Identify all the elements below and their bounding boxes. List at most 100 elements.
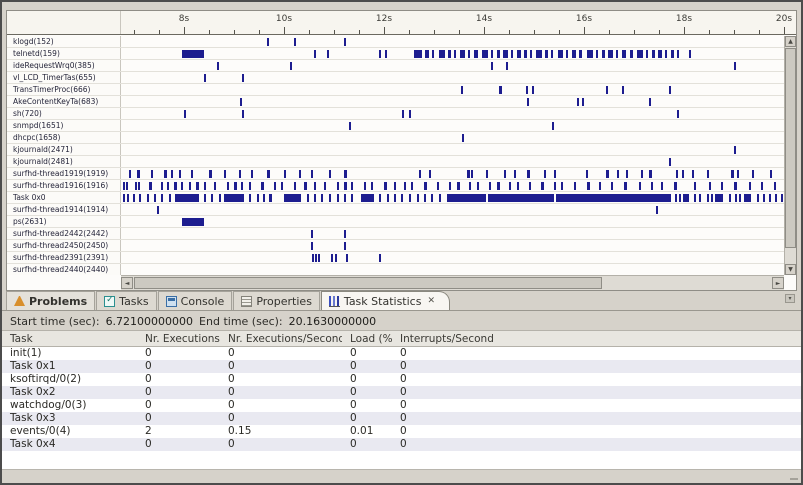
task-activity-track[interactable] <box>121 84 784 95</box>
ruler-minor-tick <box>559 30 560 34</box>
column-header[interactable]: Task <box>10 333 33 345</box>
column-header[interactable]: Load (%) <box>350 333 392 345</box>
task-activity-track[interactable] <box>121 180 784 191</box>
task-row-label: dhcpc(1658) <box>7 132 121 143</box>
task-activity-track[interactable] <box>121 108 784 119</box>
tab-console[interactable]: Console <box>157 291 233 310</box>
activity-mark <box>509 182 511 190</box>
stat-value-cell: 0.01 <box>350 425 374 437</box>
scroll-down-icon[interactable]: ▼ <box>785 264 796 275</box>
task-activity-track[interactable] <box>121 252 784 263</box>
vscroll-thumb[interactable] <box>785 48 796 248</box>
task-activity-track[interactable] <box>121 132 784 143</box>
resize-grip-icon[interactable] <box>790 478 798 480</box>
task-activity-track[interactable] <box>121 72 784 83</box>
activity-mark <box>735 194 737 202</box>
activity-mark <box>315 254 317 262</box>
activity-mark <box>582 98 584 106</box>
activity-mark <box>123 194 125 202</box>
task-activity-track[interactable] <box>121 216 784 227</box>
activity-mark <box>249 182 251 190</box>
activity-mark <box>529 182 531 190</box>
activity-mark <box>661 182 663 190</box>
activity-mark <box>532 86 534 94</box>
stat-value-cell: 0 <box>350 373 357 385</box>
activity-mark <box>694 182 696 190</box>
activity-mark <box>526 86 528 94</box>
activity-mark <box>379 50 381 58</box>
tab-task-statistics[interactable]: Task Statistics ✕ <box>320 291 450 310</box>
activity-mark <box>711 194 713 202</box>
task-activity-track[interactable] <box>121 60 784 71</box>
activity-mark <box>329 170 331 178</box>
scroll-left-icon[interactable]: ◄ <box>121 277 133 289</box>
scroll-up-icon[interactable]: ▲ <box>785 36 796 47</box>
task-activity-track[interactable] <box>121 264 784 275</box>
table-row[interactable]: ksoftirqd/0(2) 0 0 0 0 <box>2 373 801 386</box>
stat-value-cell: 0 <box>400 360 407 372</box>
tab-close-icon[interactable]: ✕ <box>427 296 435 306</box>
task-row-label: surfhd-thread1914(1914) <box>7 204 121 215</box>
activity-mark <box>721 182 723 190</box>
column-header[interactable]: Nr. Executions/Second <box>228 333 342 345</box>
tab-problems[interactable]: Problems <box>6 291 96 310</box>
ruler-major-tick <box>584 27 585 34</box>
table-row[interactable]: init(1) 0 0 0 0 <box>2 347 801 360</box>
tab-tasks[interactable]: Tasks <box>96 291 157 310</box>
scroll-right-icon[interactable]: ► <box>772 277 784 289</box>
activity-mark <box>439 50 445 58</box>
ruler-track[interactable]: 8s 10s 12s 14s 16s 18s 20s <box>121 11 796 34</box>
activity-mark <box>154 194 156 202</box>
ruler-minor-tick <box>534 30 535 34</box>
activity-mark <box>337 182 339 190</box>
view-menu-icon[interactable]: ▾ <box>785 294 795 303</box>
activity-mark <box>554 182 556 190</box>
task-activity-track[interactable] <box>121 204 784 215</box>
activity-mark <box>329 194 331 202</box>
task-activity-track[interactable] <box>121 192 784 203</box>
tab-properties[interactable]: Properties <box>233 291 320 310</box>
task-activity-track[interactable] <box>121 120 784 131</box>
task-activity-track[interactable] <box>121 36 784 47</box>
activity-mark <box>337 194 339 202</box>
timeline-vertical-scrollbar[interactable]: ▲ ▼ <box>784 36 796 275</box>
time-range-bar: Start time (sec): 6.72100000000 End time… <box>2 312 801 330</box>
activity-mark <box>404 182 406 190</box>
stat-value-cell: 0 <box>400 399 407 411</box>
ruler-minor-tick <box>634 30 635 34</box>
column-header[interactable]: Nr. Executions <box>145 333 220 345</box>
activity-mark <box>491 62 493 70</box>
activity-mark <box>137 170 140 178</box>
table-header-row: Task Nr. Executions Nr. Executions/Second L… <box>2 331 801 347</box>
activity-mark <box>335 254 337 262</box>
activity-mark <box>261 182 264 190</box>
activity-mark <box>227 182 229 190</box>
task-activity-track[interactable] <box>121 48 784 59</box>
activity-mark <box>734 182 737 190</box>
table-row[interactable]: watchdog/0(3) 0 0 0 0 <box>2 399 801 412</box>
activity-mark <box>394 194 396 202</box>
table-row[interactable]: Task 0x3 0 0 0 0 <box>2 412 801 425</box>
task-activity-track[interactable] <box>121 144 784 155</box>
task-activity-track[interactable] <box>121 96 784 107</box>
activity-mark <box>251 170 253 178</box>
task-activity-track[interactable] <box>121 228 784 239</box>
task-row-label: telnetd(159) <box>7 48 121 59</box>
table-row[interactable]: events/0(4) 2 0.15 0.01 0 <box>2 425 801 438</box>
hscroll-thumb[interactable] <box>134 277 602 289</box>
table-row[interactable]: Task 0x1 0 0 0 0 <box>2 360 801 373</box>
activity-mark <box>314 194 316 202</box>
task-activity-track[interactable] <box>121 168 784 179</box>
column-header[interactable]: Interrupts/Second <box>400 333 494 345</box>
activity-mark <box>775 194 777 202</box>
stat-value-cell: 0 <box>228 438 235 450</box>
task-activity-track[interactable] <box>121 156 784 167</box>
tab-label: Task Statistics <box>343 294 422 308</box>
table-row[interactable]: Task 0x4 0 0 0 0 <box>2 438 801 451</box>
activity-mark <box>219 194 221 202</box>
activity-mark <box>530 50 532 58</box>
task-activity-track[interactable] <box>121 240 784 251</box>
table-row[interactable]: Task 0x2 0 0 0 0 <box>2 386 801 399</box>
timeline-horizontal-scrollbar[interactable]: ◄ ► <box>121 275 784 290</box>
stat-value-cell: 0 <box>350 399 357 411</box>
